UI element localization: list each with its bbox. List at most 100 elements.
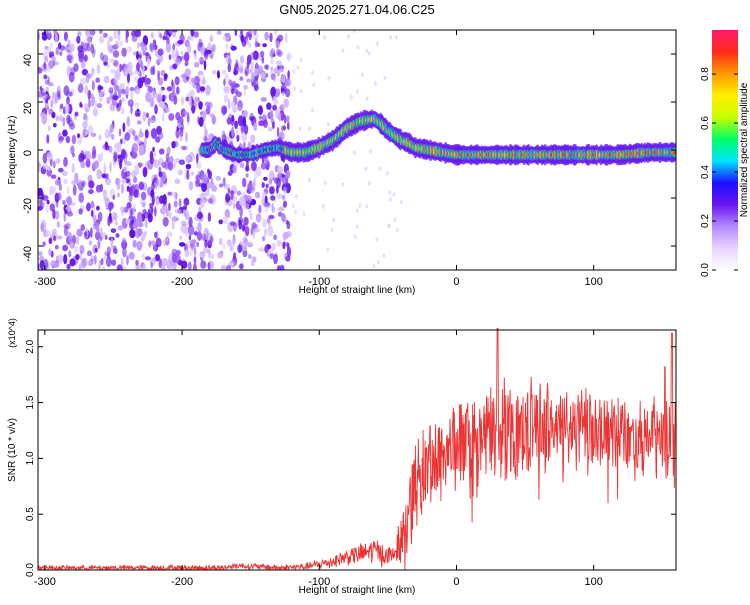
noise-blob <box>285 32 288 44</box>
noise-blob <box>222 216 229 225</box>
noise-blob <box>230 100 236 109</box>
noise-blob <box>285 169 291 179</box>
noise-blob <box>356 44 360 50</box>
noise-blob <box>206 105 211 115</box>
noise-blob <box>286 52 292 62</box>
noise-blob <box>224 73 229 82</box>
noise-blob <box>250 134 256 144</box>
noise-blob <box>186 170 190 180</box>
noise-blob <box>152 64 156 76</box>
noise-blob <box>77 179 83 187</box>
noise-blob <box>66 263 71 270</box>
x-axis-label: Height of straight line (km) <box>299 285 416 296</box>
noise-blob <box>101 231 107 239</box>
noise-blob <box>175 57 181 66</box>
colorbar-label: Normalized spectral amplitude <box>739 82 750 217</box>
noise-blob <box>157 48 164 56</box>
noise-blob <box>216 70 220 79</box>
noise-blob <box>270 55 274 65</box>
noise-blob <box>211 43 216 53</box>
noise-blob <box>122 122 126 133</box>
noise-blob <box>231 88 235 95</box>
noise-blob <box>165 107 171 113</box>
noise-blob <box>59 51 63 56</box>
noise-blob <box>279 106 283 111</box>
noise-blob <box>239 263 244 270</box>
noise-blob <box>171 219 175 230</box>
noise-blob <box>229 244 234 252</box>
noise-blob <box>355 208 359 214</box>
noise-blob <box>231 126 235 138</box>
noise-blob <box>124 157 128 166</box>
noise-blob <box>269 32 273 43</box>
noise-blob <box>330 227 334 233</box>
noise-blob <box>353 234 357 240</box>
noise-blob <box>78 153 85 163</box>
noise-blob <box>232 164 238 174</box>
noise-blob <box>178 242 186 247</box>
noise-blob <box>185 131 188 143</box>
noise-blob <box>166 146 171 155</box>
noise-blob <box>282 194 285 200</box>
noise-blob <box>283 231 289 239</box>
noise-blob <box>196 83 201 94</box>
noise-blob <box>38 251 43 257</box>
noise-blob <box>253 68 259 77</box>
noise-blob <box>169 65 174 71</box>
noise-blob <box>113 30 117 40</box>
noise-blob <box>98 134 102 141</box>
noise-blob <box>159 32 163 39</box>
noise-blob <box>84 150 91 161</box>
noise-blob <box>42 201 46 207</box>
noise-blob <box>167 161 174 171</box>
noise-blob <box>117 225 124 231</box>
noise-blob <box>66 211 73 217</box>
noise-blob <box>220 265 227 270</box>
noise-blob <box>88 180 95 189</box>
noise-blob <box>196 242 199 247</box>
noise-blob <box>73 63 79 72</box>
noise-blob <box>281 74 286 84</box>
noise-blob <box>137 57 141 63</box>
noise-blob <box>127 73 130 83</box>
noise-blob <box>178 159 185 165</box>
noise-blob <box>250 227 253 236</box>
noise-blob <box>97 153 101 164</box>
noise-blob <box>171 82 176 94</box>
noise-blob <box>92 207 96 215</box>
noise-blob <box>253 227 260 233</box>
noise-blob <box>45 86 49 92</box>
noise-blob <box>125 37 129 44</box>
noise-blob <box>130 90 134 101</box>
noise-blob <box>142 231 146 240</box>
noise-blob <box>136 62 140 73</box>
noise-blob <box>375 236 379 242</box>
noise-blob <box>110 237 114 248</box>
noise-blob <box>98 30 103 35</box>
noise-blob <box>98 35 105 44</box>
noise-blob <box>115 177 119 185</box>
noise-blob <box>237 106 242 111</box>
noise-blob <box>134 102 140 109</box>
noise-blob <box>128 181 132 187</box>
noise-blob <box>276 165 283 174</box>
noise-blob <box>268 214 275 220</box>
x-tick-label: 0 <box>453 576 459 588</box>
noise-blob <box>246 183 253 191</box>
noise-blob <box>360 72 364 78</box>
noise-blob <box>235 91 242 98</box>
noise-blob <box>237 244 243 253</box>
noise-blob <box>133 76 139 83</box>
noise-blob <box>39 256 44 262</box>
noise-blob <box>97 211 103 223</box>
noise-blob <box>184 249 190 258</box>
noise-blob <box>155 197 160 206</box>
noise-blob <box>144 218 148 229</box>
noise-blob <box>69 123 76 130</box>
noise-blob <box>236 126 239 136</box>
noise-blob <box>243 84 249 90</box>
noise-blob <box>69 258 76 267</box>
noise-blob <box>42 241 46 247</box>
noise-blob <box>173 161 176 169</box>
